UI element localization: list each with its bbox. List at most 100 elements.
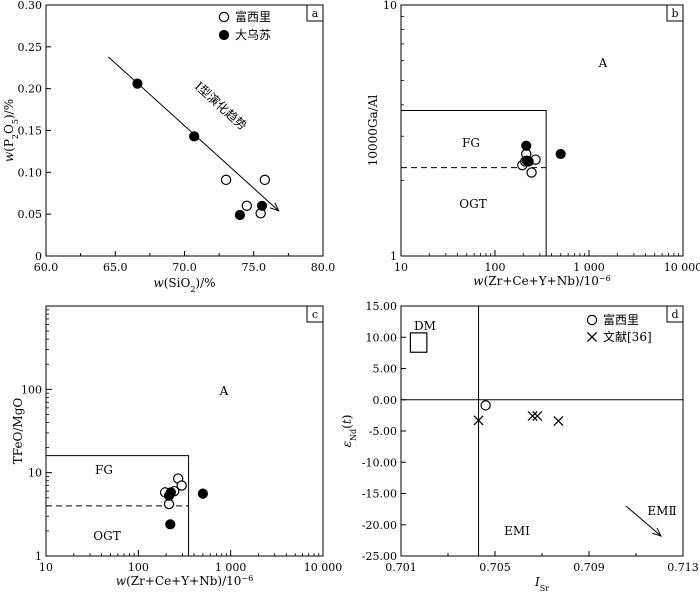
y-axis-label: 10000Ga/Al bbox=[366, 95, 380, 167]
trend-arrow-head bbox=[270, 202, 280, 212]
x-tick-label: 1 000 bbox=[215, 561, 247, 574]
region-label: OGT bbox=[459, 197, 486, 211]
data-point-open bbox=[220, 174, 232, 186]
x-tick-label: 0.701 bbox=[385, 561, 417, 574]
region-label: EMⅠ bbox=[504, 524, 530, 538]
plot-frame bbox=[45, 305, 324, 557]
y-tick-label: 100 bbox=[21, 383, 42, 396]
y-tick-label: 0.20 bbox=[18, 83, 43, 96]
x-axis-label: w(Zr+Ce+Y+Nb)/10−6 bbox=[116, 574, 253, 589]
field-boundary bbox=[401, 109, 547, 256]
x-tick-label: 1 000 bbox=[573, 261, 605, 274]
data-point-open bbox=[259, 174, 271, 186]
x-tick-label: 65.0 bbox=[103, 261, 128, 274]
y-axis-label: TFeO/MgO bbox=[11, 398, 25, 465]
panel-d: 0.701 0.705 0.709 0.713 15.00 10.00 5.00 0.00 -5… bbox=[340, 300, 699, 592]
x-axis-label: w(Zr+Ce+Y+Nb)/10−6 bbox=[473, 274, 610, 289]
region-label: DM bbox=[414, 319, 436, 333]
data-point-filled bbox=[555, 148, 566, 160]
y-tick-label: -20.00 bbox=[362, 519, 397, 532]
plot-frame bbox=[400, 4, 684, 257]
legend-label: 文献[36] bbox=[603, 329, 652, 344]
y-tick-label: 0.15 bbox=[18, 125, 43, 138]
x-tick-label: 0.705 bbox=[479, 561, 511, 574]
region-label: FG bbox=[462, 136, 480, 150]
y-tick-label: -15.00 bbox=[362, 488, 397, 501]
data-point-filled bbox=[165, 487, 176, 498]
panel-label-box bbox=[666, 4, 684, 22]
x-tick-label: 70.0 bbox=[172, 261, 197, 274]
x-axis-label: ISr bbox=[534, 575, 549, 592]
y-tick-label: 10.00 bbox=[366, 331, 398, 344]
panel-label: a bbox=[312, 7, 319, 20]
y-tick-label: 10 bbox=[383, 0, 397, 12]
y-tick-label: 1 bbox=[35, 550, 42, 563]
cross-stroke bbox=[473, 415, 484, 426]
region-label: FG bbox=[95, 463, 113, 477]
data-point-filled bbox=[234, 209, 245, 221]
x-tick-label: 10 bbox=[394, 261, 408, 274]
em2-arrow-line bbox=[625, 505, 662, 537]
y-tick-label: -25.00 bbox=[362, 550, 397, 563]
y-tick-label: 0.30 bbox=[18, 0, 43, 12]
data-point-filled bbox=[132, 78, 143, 89]
data-point-filled bbox=[521, 140, 532, 151]
x-tick-label: 100 bbox=[128, 561, 149, 574]
panel-label: d bbox=[671, 308, 678, 321]
legend-marker bbox=[586, 331, 598, 343]
trend-annotation: I型演化趋势 bbox=[192, 78, 250, 133]
x-tick-label: 10 bbox=[39, 561, 53, 574]
data-point-filled bbox=[189, 131, 200, 142]
data-point-open bbox=[241, 200, 253, 211]
panel-a: 60.0 65.0 70.0 75.0 80.0 0 0.05 0.10 0.15 0.20 0.2… bbox=[2, 0, 335, 294]
data-point-open bbox=[163, 498, 175, 510]
data-point-cross bbox=[527, 410, 538, 422]
panel-label-box bbox=[666, 305, 684, 323]
data-point-filled bbox=[197, 488, 208, 499]
data-point-cross bbox=[473, 415, 484, 426]
data-point-filled bbox=[523, 156, 534, 167]
y-tick-label: 0.25 bbox=[18, 41, 43, 54]
x-tick-label: 10 000 bbox=[664, 261, 700, 274]
plot-frame bbox=[45, 4, 324, 257]
panel-label: c bbox=[312, 308, 318, 321]
x-tick-label: 0.713 bbox=[667, 561, 699, 574]
y-axis-label: εNd(t) bbox=[340, 415, 358, 448]
cross-stroke bbox=[586, 331, 598, 343]
field-boundary bbox=[46, 455, 190, 556]
x-tick-label: 10 000 bbox=[304, 561, 343, 574]
cross-stroke bbox=[527, 410, 538, 422]
cross-stroke bbox=[532, 410, 543, 422]
data-point-open bbox=[526, 167, 537, 178]
x-axis-label: w(SiO2)/% bbox=[153, 276, 215, 294]
y-tick-label: 0.00 bbox=[373, 394, 398, 407]
region-label: OGT bbox=[93, 529, 120, 543]
y-tick-label: 1 bbox=[390, 250, 397, 263]
legend-label: 大乌苏 bbox=[235, 27, 271, 42]
x-tick-label: 60.0 bbox=[34, 261, 59, 274]
data-point-filled bbox=[165, 519, 176, 530]
cross-stroke bbox=[553, 415, 564, 427]
legend-marker bbox=[218, 11, 230, 23]
y-tick-label: 0.05 bbox=[18, 208, 43, 221]
y-tick-label: -5.00 bbox=[369, 425, 397, 438]
y-tick-label: 5.00 bbox=[373, 363, 398, 376]
legend-marker bbox=[218, 29, 230, 41]
data-point-cross bbox=[553, 415, 564, 427]
x-tick-label: 75.0 bbox=[242, 261, 267, 274]
y-tick-label: 0.10 bbox=[18, 166, 43, 179]
panel-label-box bbox=[306, 4, 324, 22]
data-point-open bbox=[176, 480, 187, 491]
region-label: A bbox=[598, 56, 608, 70]
legend-marker bbox=[586, 314, 598, 326]
region-label: A bbox=[219, 384, 229, 398]
region-label: EMⅡ bbox=[647, 504, 676, 518]
x-tick-label: 0.709 bbox=[573, 561, 605, 574]
dm-box bbox=[409, 332, 428, 353]
y-tick-label: 0 bbox=[35, 250, 42, 263]
panel-label: b bbox=[671, 7, 678, 20]
